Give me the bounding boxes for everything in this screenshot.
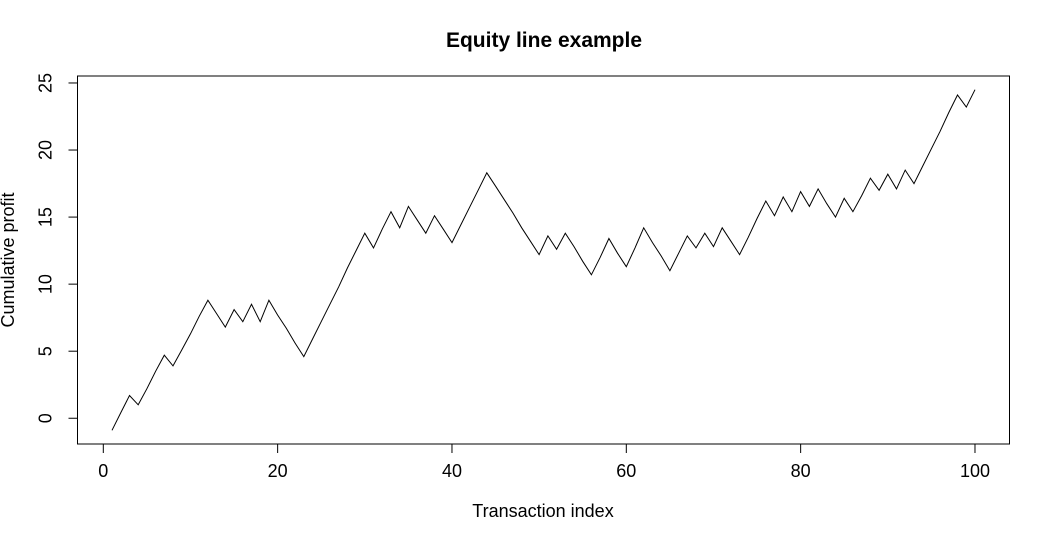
plot-layer: 0 20 40 60 80 100 0 5 10 15 20 25 xyxy=(36,73,1010,481)
x-axis-label: Transaction index xyxy=(472,501,613,521)
y-axis-label: Cumulative profit xyxy=(0,192,18,327)
chart-title: Equity line example xyxy=(446,29,642,52)
y-tick-label: 5 xyxy=(36,346,56,356)
y-tick-label: 10 xyxy=(36,274,56,294)
y-tick-label: 0 xyxy=(36,413,56,423)
x-tick-label: 80 xyxy=(791,461,811,481)
y-tick-label: 20 xyxy=(36,140,56,160)
y-tick-label: 15 xyxy=(36,207,56,227)
x-tick-label: 40 xyxy=(442,461,462,481)
plot-box xyxy=(77,75,1010,445)
x-tick-label: 60 xyxy=(616,461,636,481)
x-tick-label: 100 xyxy=(960,461,990,481)
y-tick-label: 25 xyxy=(36,73,56,93)
x-tick-label: 0 xyxy=(98,461,108,481)
equity-line xyxy=(111,89,976,431)
x-tick-label: 20 xyxy=(268,461,288,481)
